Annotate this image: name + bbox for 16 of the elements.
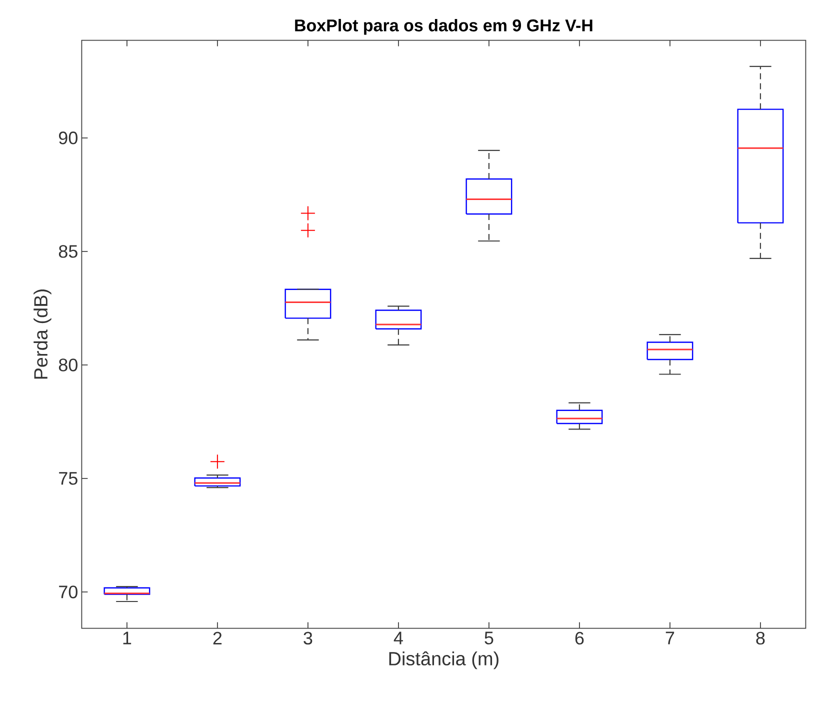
x-axis-title: Distância (m) <box>389 651 498 670</box>
x-tick-label: 3 <box>304 632 312 645</box>
y-tick-label: 80 <box>58 358 78 372</box>
y-axis-title: Perda (dB) <box>34 290 52 379</box>
x-tick-label: 2 <box>213 632 222 644</box>
x-tick-label: 1 <box>123 632 132 644</box>
y-tick-label: 90 <box>59 132 78 144</box>
chart-title: BoxPlot para os dados em 9 GHz V-H <box>295 18 592 35</box>
x-tick-label: 6 <box>575 632 584 645</box>
y-tick-label: 70 <box>59 586 78 598</box>
x-tick-label: 5 <box>484 632 494 644</box>
x-tick-label: 8 <box>756 632 765 645</box>
x-tick-label: 7 <box>666 632 674 644</box>
y-tick-label: 75 <box>59 472 78 485</box>
y-tick-label: 85 <box>58 245 78 258</box>
x-tick-label: 4 <box>394 632 403 644</box>
